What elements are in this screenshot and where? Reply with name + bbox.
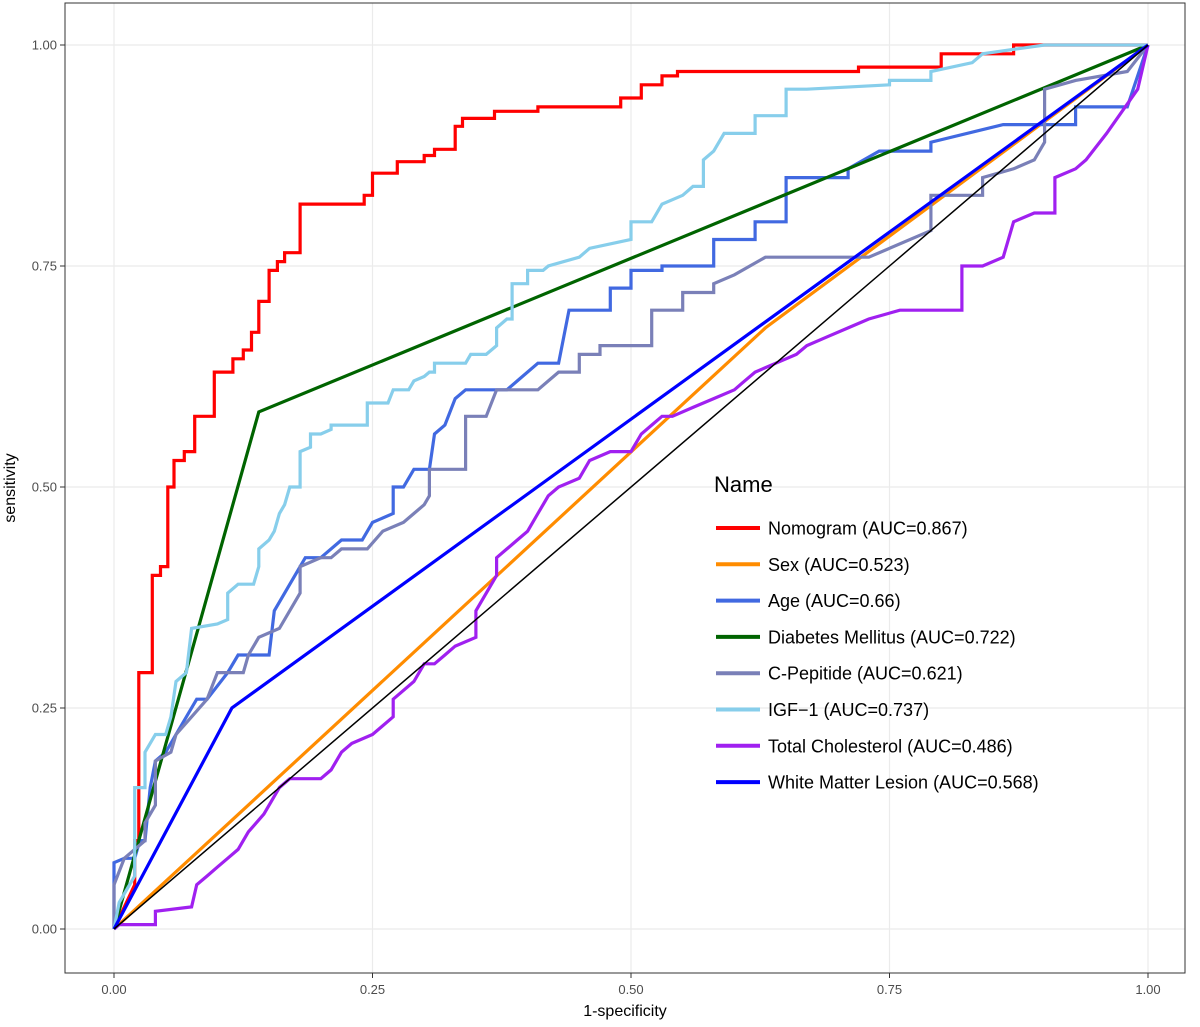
x-tick-label: 0.00 [101,982,126,997]
reference-diagonal-line [113,44,1149,930]
legend-label-nomogram: Nomogram (AUC=0.867) [768,519,968,539]
legend-label-diabetes-mellitus: Diabetes Mellitus (AUC=0.722) [768,627,1016,647]
axis-ticks: 0.00 0.25 0.50 0.75 1.00 0.00 0.25 0.50 0.75 1.00 [32,38,1161,998]
legend-label-igf-1: IGF−1 (AUC=0.737) [768,700,929,720]
roc-line-total-cholesterol [112,44,1150,931]
legend-label-c-pepitide: C-Pepitide (AUC=0.621) [768,664,963,684]
roc-line-igf-1 [112,43,1148,930]
roc-line-nomogram [112,43,1148,930]
legend-label-total-cholesterol: Total Cholesterol (AUC=0.486) [768,736,1013,756]
x-axis-title: 1-specificity [583,1003,667,1020]
y-tick-label: 0.00 [32,922,57,937]
legend-title: Name [714,472,773,497]
legend: Name Nomogram (AUC=0.867) Sex (AUC=0.523)… [714,472,1039,793]
series-lines [112,43,1150,931]
roc-line-sex [112,43,1149,931]
x-tick-label: 0.25 [360,982,385,997]
legend-label-age: Age (AUC=0.66) [768,591,901,611]
roc-line-c-pepitide [112,44,1150,929]
y-tick-label: 0.50 [32,480,57,495]
y-tick-label: 0.25 [32,701,57,716]
x-tick-label: 0.75 [877,982,902,997]
y-tick-label: 0.75 [32,259,57,274]
x-tick-label: 0.50 [618,982,643,997]
roc-line-age [112,44,1150,929]
legend-label-sex: Sex (AUC=0.523) [768,555,910,575]
y-axis-title: sensitivity [2,453,19,522]
panel-border [64,2,1186,974]
x-tick-label: 1.00 [1135,982,1160,997]
roc-line-white-matter-lesion [112,43,1149,930]
gridlines [65,3,1185,973]
legend-label-white-matter-lesion: White Matter Lesion (AUC=0.568) [768,773,1039,793]
y-tick-label: 1.00 [32,38,57,53]
